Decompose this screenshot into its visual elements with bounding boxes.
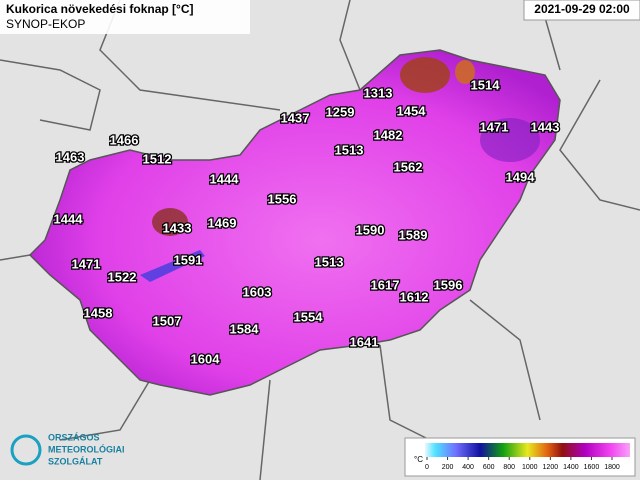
station-value: 1443 (531, 119, 560, 134)
station-value: 1554 (294, 309, 324, 324)
tick-label: 1800 (604, 464, 620, 471)
tick-label: 600 (483, 464, 495, 471)
hungary (28, 49, 561, 396)
station-value: 1591 (174, 252, 203, 267)
lake (140, 250, 205, 282)
tick-label: 1000 (522, 464, 538, 471)
title: Kukorica növekedési foknap [°C] (6, 2, 194, 16)
station-value: 1482 (374, 127, 403, 142)
relief (455, 60, 475, 84)
station-value: 1596 (434, 277, 463, 292)
logo: ORSZÁGOS METEOROLÓGIAI SZOLGÁLAT (10, 432, 125, 466)
station-value: 1562 (394, 159, 423, 174)
station-value: 1259 (326, 104, 355, 119)
station-value: 1444 (54, 211, 84, 226)
station-value: 1494 (506, 169, 536, 184)
relief (480, 118, 540, 162)
logo-icon (10, 434, 42, 466)
station-value: 1437 (281, 110, 310, 125)
station-value: 1471 (72, 256, 101, 271)
station-value: 1454 (397, 103, 427, 118)
tick-label: 200 (442, 464, 454, 471)
station-value: 1617 (371, 277, 400, 292)
datetime: 2021-09-29 02:00 (534, 2, 630, 16)
station-value: 1612 (400, 289, 429, 304)
station-value: 1471 (480, 119, 509, 134)
station-value: 1513 (315, 254, 344, 269)
station-value: 1513 (335, 142, 364, 157)
station-value: 1514 (471, 77, 501, 92)
station-value: 1469 (208, 215, 237, 230)
date-box (523, 0, 640, 21)
station-value: 1522 (108, 269, 137, 284)
tick-label: 0 (425, 464, 429, 471)
logo-text: SZOLGÁLAT (48, 456, 103, 466)
station-value: 1512 (143, 151, 172, 166)
relief (152, 208, 188, 236)
station-value: 1590 (356, 222, 385, 237)
station-value: 1466 (110, 132, 139, 147)
station-value: 1641 (350, 334, 379, 349)
station-value: 1444 (210, 171, 240, 186)
station-value: 1507 (153, 313, 182, 328)
tick-label: 1400 (563, 464, 579, 471)
colorbar (425, 443, 630, 457)
legend-unit: °C (414, 455, 423, 464)
station-value: 1458 (84, 305, 113, 320)
station-value: 1433 (163, 220, 192, 235)
source: SYNOP-EKOP (6, 17, 85, 31)
tick-label: 400 (462, 464, 474, 471)
tick-label: 1200 (543, 464, 559, 471)
tick-label: 800 (503, 464, 515, 471)
logo-text: ORSZÁGOS (48, 432, 100, 442)
station-value: 1589 (399, 227, 428, 242)
station-value: 1463 (56, 149, 85, 164)
relief (400, 57, 450, 93)
tick-label: 1600 (584, 464, 600, 471)
station-value: 1556 (268, 191, 297, 206)
title-box (0, 0, 250, 34)
logo-text: METEOROLÓGIAI (48, 443, 125, 454)
station-value: 1584 (230, 321, 260, 336)
station-value: 1603 (243, 284, 272, 299)
station-value: 1313 (364, 85, 393, 100)
station-value: 1604 (191, 351, 221, 366)
